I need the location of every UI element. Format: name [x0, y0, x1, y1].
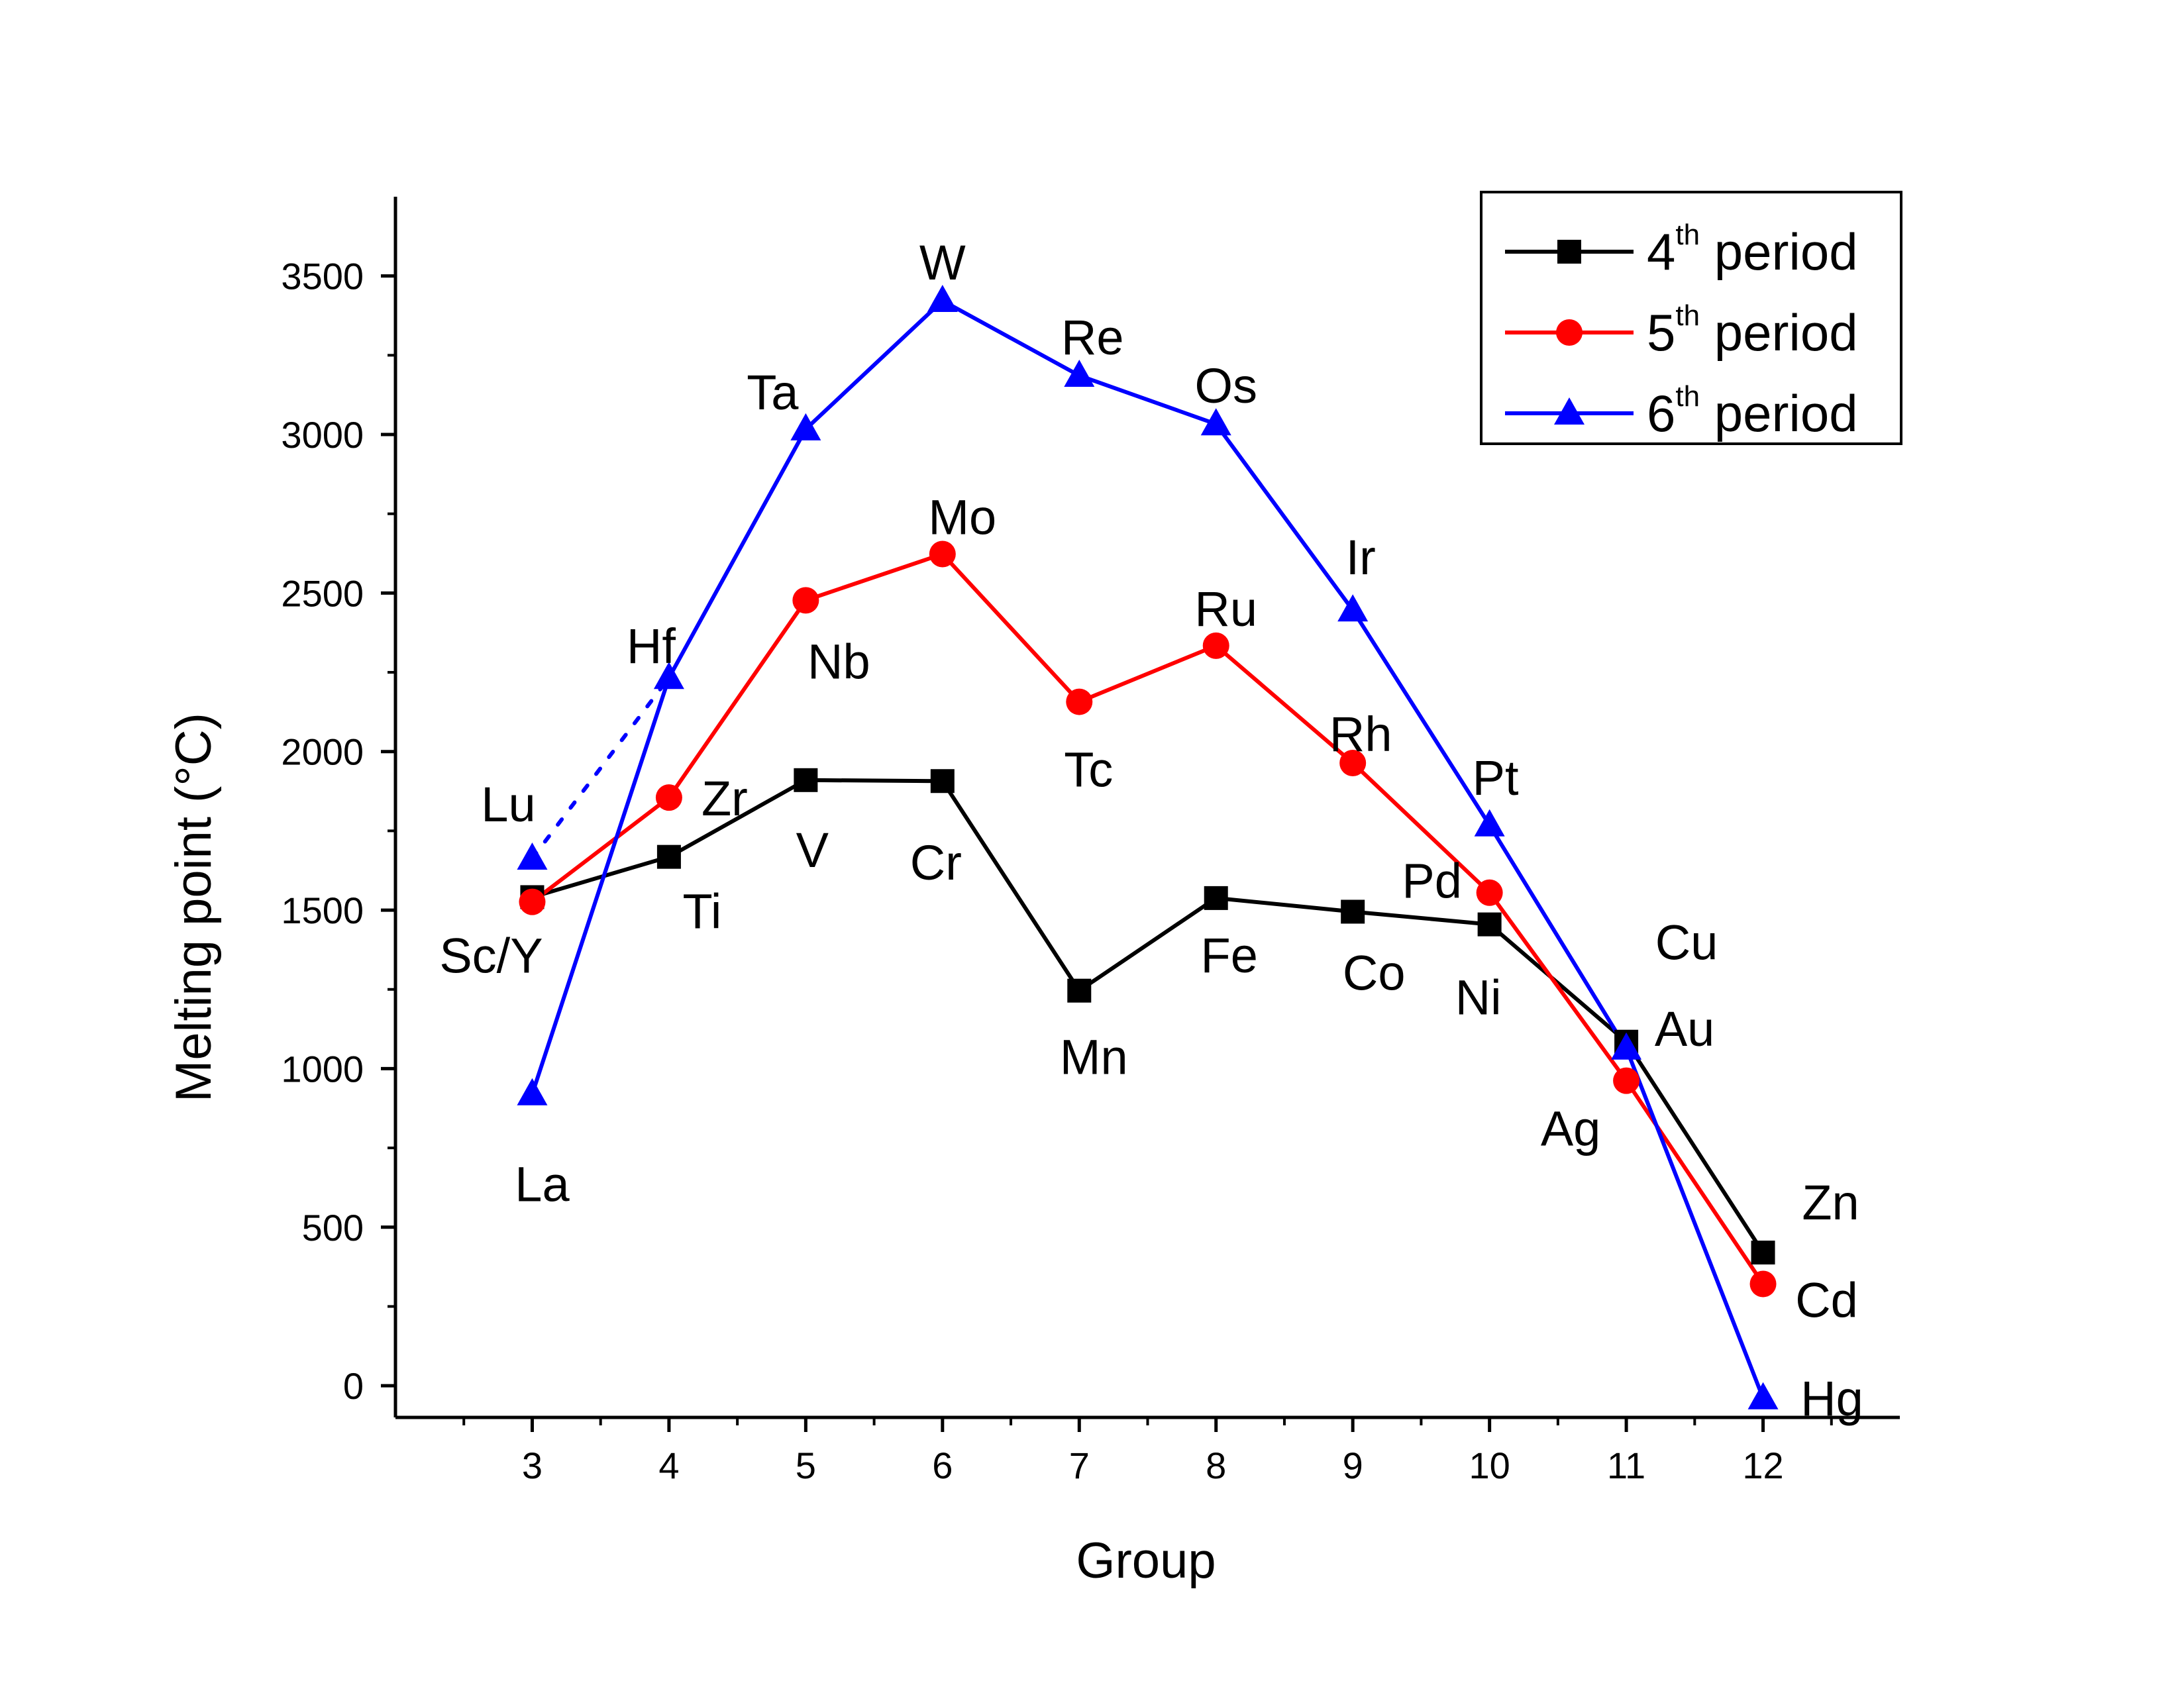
element-label: Ta [747, 365, 799, 420]
element-label: V [796, 823, 829, 878]
data-point-6th-period [1474, 809, 1505, 837]
element-labels-layer: Sc/Y Ti V Cr Mn Fe Co Ni Cu Zn Zr Nb Mo Tc Ru Rh Pd Ag Cd L… [439, 235, 1863, 1426]
series-line-6th-period [530, 299, 1765, 1399]
y-tick-label: 1500 [281, 890, 364, 931]
data-point-5th-period [1613, 1067, 1640, 1094]
element-label: Zr [702, 771, 748, 826]
data-point-6th-period [790, 413, 821, 440]
data-point-4th-period [930, 769, 955, 793]
data-point-lu [517, 843, 548, 870]
x-tick-label: 9 [1343, 1445, 1363, 1486]
element-label: Zn [1802, 1175, 1859, 1230]
element-label: Hg [1800, 1371, 1863, 1426]
data-point-6th-period [1200, 408, 1231, 436]
element-label: Mo [928, 489, 996, 544]
data-point-5th-period [929, 540, 956, 568]
x-tick-label: 7 [1069, 1445, 1090, 1486]
data-point-6th-period [927, 285, 958, 313]
data-point-5th-period [519, 888, 546, 915]
y-tick-label: 3500 [281, 256, 364, 297]
y-tick-label: 500 [302, 1207, 364, 1249]
data-point-6th-period [1611, 1032, 1642, 1060]
element-label: Co [1343, 945, 1406, 1000]
y-tick-label: 0 [343, 1365, 364, 1407]
data-point-5th-period [1749, 1270, 1777, 1298]
data-point-5th-period [1476, 879, 1503, 906]
legend-marker [1554, 397, 1585, 425]
legend-box [1480, 191, 1902, 445]
element-label: Cr [910, 835, 962, 890]
data-point-4th-period [1477, 912, 1502, 937]
element-label: W [919, 235, 966, 290]
y-tick-label: 3000 [281, 414, 364, 456]
element-label: Mn [1060, 1030, 1128, 1085]
element-label: Ag [1541, 1101, 1601, 1156]
data-point-6th-period [1337, 594, 1369, 622]
legend-marker [1557, 240, 1581, 264]
series-line-4th-period [531, 778, 1765, 1254]
y-axis-label: Melting point (°C) [166, 713, 222, 1102]
x-tick-label: 10 [1469, 1445, 1510, 1486]
element-label: Au [1655, 1001, 1715, 1056]
data-point-4th-period [1067, 978, 1092, 1003]
element-label: Ni [1455, 970, 1502, 1025]
element-label: Ru [1194, 582, 1257, 637]
element-label: Nb [807, 634, 870, 689]
x-axis-label: Group [1076, 1533, 1216, 1589]
element-label: Hf [627, 619, 676, 674]
element-label: Lu [481, 777, 535, 832]
element-label: Cu [1655, 915, 1718, 970]
element-label: Os [1194, 358, 1257, 413]
legend: 4th period 5th period 6th period [1480, 191, 1902, 445]
legend-entry-text: 5th period [1647, 299, 1858, 362]
data-point-6th-period [1747, 1382, 1779, 1409]
data-point-6th-period [517, 1078, 548, 1105]
element-label: La [515, 1157, 570, 1212]
data-point-5th-period [1066, 688, 1093, 715]
element-label: Re [1061, 310, 1124, 365]
series-layer [517, 285, 1779, 1409]
data-point-4th-period [1341, 899, 1365, 924]
x-tick-label: 3 [522, 1445, 543, 1486]
data-point-5th-period [1202, 632, 1229, 659]
element-label: Ir [1346, 530, 1376, 585]
y-tick-label: 2000 [281, 731, 364, 773]
element-label: Sc/Y [439, 928, 543, 983]
data-point-5th-period [792, 587, 819, 614]
y-tick-label: 2500 [281, 572, 364, 614]
element-label: Cd [1795, 1272, 1858, 1327]
element-label: Rh [1329, 707, 1392, 762]
data-point-4th-period [1204, 886, 1228, 910]
element-label: Tc [1064, 742, 1113, 797]
x-tick-label: 5 [796, 1445, 816, 1486]
series-line-5th-period [531, 552, 1765, 1286]
data-point-4th-period [1751, 1241, 1775, 1265]
x-tick-label: 12 [1742, 1445, 1783, 1486]
y-tick-label: 1000 [281, 1048, 364, 1090]
legend-entry-text: 6th period [1647, 380, 1858, 442]
data-point-4th-period [794, 768, 818, 792]
data-point-6th-period [653, 662, 684, 690]
element-label: Ti [682, 884, 721, 939]
element-label: Pt [1473, 750, 1519, 805]
x-tick-label: 8 [1206, 1445, 1226, 1486]
axes-layer: 0 500 1000 1500 2000 2500 3000 3500 3 4 5 6 7 8 9 10 11 1… [281, 197, 1900, 1486]
data-point-5th-period [1339, 749, 1367, 776]
x-tick-label: 6 [932, 1445, 953, 1486]
legend-entry-text: 4th period [1647, 219, 1858, 281]
legend-marker [1556, 319, 1583, 346]
element-label: Fe [1201, 928, 1258, 983]
lu-dotted-connector [530, 676, 671, 861]
data-point-5th-period [655, 784, 682, 811]
data-point-6th-period [1064, 359, 1095, 387]
x-tick-label: 11 [1607, 1445, 1645, 1486]
x-tick-label: 4 [658, 1445, 679, 1486]
data-point-4th-period [656, 844, 681, 869]
element-label: Pd [1402, 854, 1462, 909]
